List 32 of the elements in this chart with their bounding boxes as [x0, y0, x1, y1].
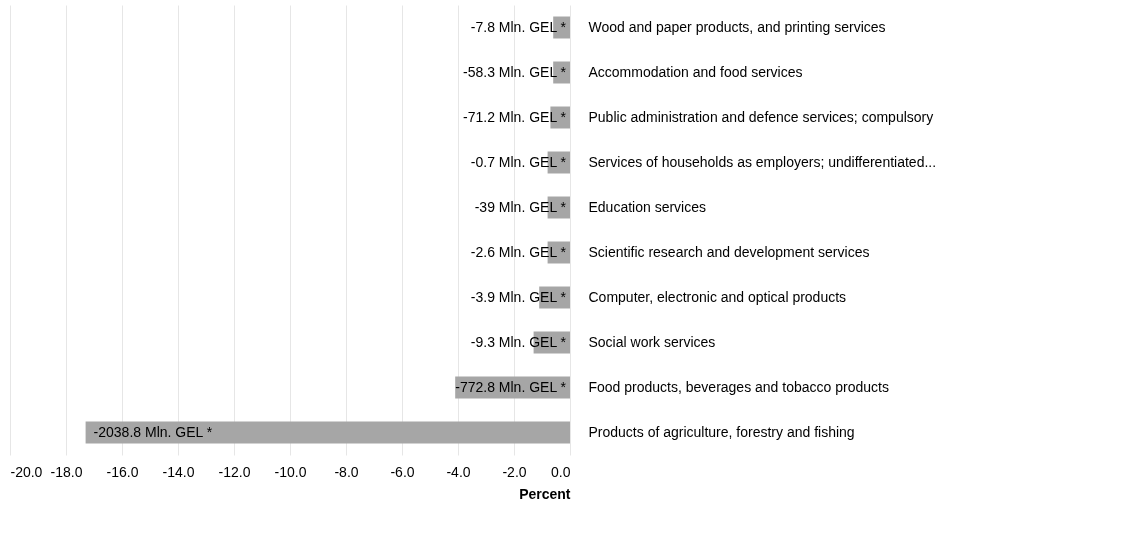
x-tick-label: 0.0	[551, 463, 571, 480]
y-tick-label: Accommodation and food services	[588, 63, 803, 80]
annotation: -7.8 Mln. GEL *	[470, 18, 567, 35]
x-tick-label: -10.0	[274, 463, 307, 480]
y-tick-label: Scientific research and development services	[588, 243, 870, 260]
annotation: -3.9 Mln. GEL *	[470, 288, 567, 305]
y-tick-label: Public administration and defence services; compulsory	[588, 108, 934, 125]
annotation: -58.3 Mln. GEL *	[463, 63, 567, 80]
annotation: -2.6 Mln. GEL *	[470, 243, 567, 260]
y-tick-label: Social work services	[588, 333, 716, 350]
annotation: -0.7 Mln. GEL *	[470, 153, 567, 170]
annotation: -71.2 Mln. GEL *	[463, 108, 567, 125]
x-tick-label: -2.0	[502, 463, 527, 480]
x-tick-label: -4.0	[446, 463, 471, 480]
y-tick-label: Education services	[588, 198, 707, 215]
y-tick-label: Food products, beverages and tobacco products	[588, 378, 889, 395]
x-tick-label: -6.0	[390, 463, 415, 480]
x-tick-label: -16.0	[106, 463, 139, 480]
x-axis-title: Percent	[519, 485, 571, 502]
x-tick-label: -18.0	[50, 463, 83, 480]
x-tick-label: -14.0	[162, 463, 195, 480]
y-tick-label: Computer, electronic and optical products	[588, 288, 847, 305]
y-tick-label: Products of agriculture, forestry and fishing	[588, 423, 855, 440]
y-tick-label: Services of households as employers; undifferentiated...	[588, 153, 937, 170]
annotation: -39 Mln. GEL *	[474, 198, 567, 215]
x-tick-label: -12.0	[218, 463, 251, 480]
y-tick-label: Wood and paper products, and printing services	[588, 18, 886, 35]
annotation: -9.3 Mln. GEL *	[470, 333, 567, 350]
x-tick-label: -20.0	[10, 463, 43, 480]
annotation: -772.8 Mln. GEL *	[455, 378, 567, 395]
x-tick-label: -8.0	[334, 463, 359, 480]
annotation: -2038.8 Mln. GEL *	[93, 423, 213, 440]
